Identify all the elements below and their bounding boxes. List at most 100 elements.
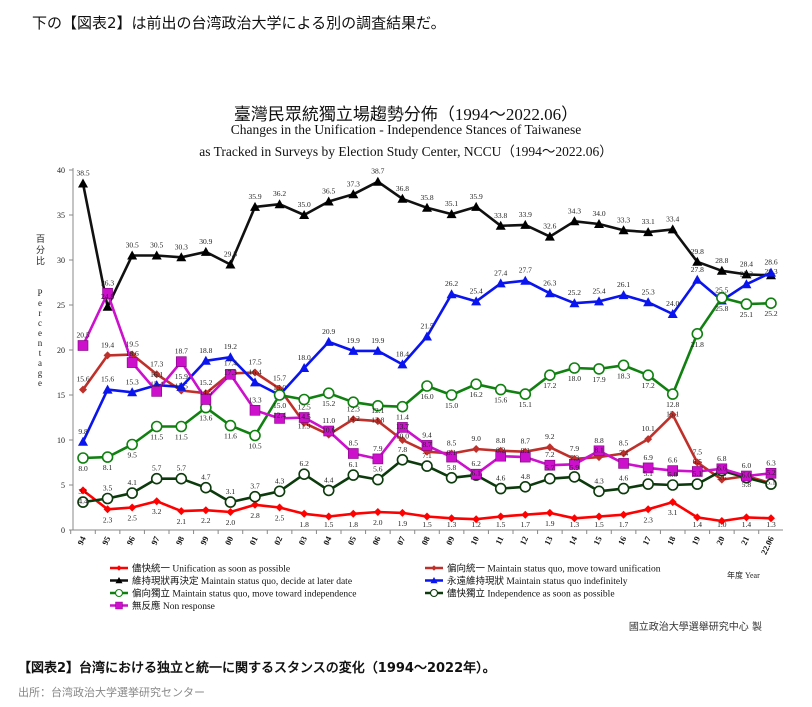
data-point — [78, 178, 88, 188]
x-tick-label: 20 — [714, 535, 727, 547]
data-label: 15.3 — [126, 377, 139, 386]
data-label: 5.7 — [152, 464, 162, 473]
x-tick-label: 17 — [640, 534, 653, 547]
y-tick-label: 15 — [57, 391, 65, 400]
x-tick-label: 96 — [124, 535, 137, 547]
data-point — [668, 498, 677, 507]
data-point — [519, 388, 532, 400]
data-point — [151, 386, 163, 397]
data-label: 27.7 — [519, 266, 532, 275]
data-label: 11.5 — [150, 433, 163, 442]
data-label: 16.4 — [248, 367, 261, 376]
data-label: 32.6 — [543, 222, 556, 231]
x-tick-label: 04 — [321, 534, 334, 547]
intro-text: 下の【図表2】は前出の台湾政治大学による別の調査結果だ。 — [32, 14, 446, 32]
data-label: 4.3 — [594, 476, 604, 485]
data-point — [545, 508, 554, 517]
legend-marker — [429, 588, 439, 598]
data-label: 24.0 — [666, 299, 679, 308]
data-point — [126, 487, 138, 499]
data-label: 18.0 — [298, 353, 311, 362]
data-label: 6.3 — [766, 458, 776, 467]
data-point — [225, 368, 236, 380]
data-point — [200, 481, 212, 494]
data-point — [668, 410, 677, 419]
data-label: 10.0 — [396, 431, 409, 440]
data-label: 2.5 — [275, 514, 285, 523]
data-point — [667, 465, 679, 476]
data-point — [103, 351, 112, 360]
data-label: 1.7 — [619, 520, 629, 529]
data-label: 2.1 — [177, 517, 187, 526]
data-point — [423, 512, 431, 521]
legend-label: 儘快統一 Unification as soon as possible — [132, 563, 290, 575]
data-point — [127, 250, 138, 260]
data-point — [323, 425, 335, 437]
data-label: 38.5 — [76, 169, 89, 178]
data-label: 34.3 — [568, 206, 581, 215]
data-point — [372, 453, 384, 465]
data-label: 16.2 — [470, 390, 483, 399]
data-label: 34.0 — [592, 209, 605, 218]
data-label: 10.6 — [322, 426, 335, 435]
data-point — [226, 508, 235, 516]
data-point — [300, 509, 309, 518]
data-point — [595, 512, 603, 521]
data-label: 15.0 — [273, 401, 286, 410]
x-tick-label: 08 — [419, 535, 432, 547]
x-tick-label: 07 — [395, 534, 408, 547]
data-point — [150, 420, 163, 433]
data-point — [175, 472, 188, 485]
data-label: 8.1 — [594, 445, 604, 454]
data-label: 2.0 — [373, 518, 383, 527]
data-point — [251, 500, 259, 509]
data-point — [471, 296, 482, 306]
data-label: 6.2 — [471, 459, 481, 468]
data-label: 6.1 — [471, 469, 481, 478]
data-point — [77, 452, 89, 464]
data-label: 18.7 — [175, 347, 188, 356]
data-label: 13.3 — [248, 395, 261, 404]
data-point — [494, 482, 507, 495]
data-point — [644, 505, 653, 514]
data-label: 1.3 — [447, 520, 457, 529]
data-point — [349, 415, 358, 424]
legend-label: 偏向獨立 Maintain status quo, move toward in… — [132, 588, 357, 600]
data-label: 5.8 — [447, 463, 457, 472]
data-label: 13.6 — [199, 414, 212, 423]
data-label: 36.2 — [273, 189, 286, 198]
x-tick-label: 19 — [689, 535, 702, 547]
data-label: 27.4 — [494, 268, 507, 277]
data-label: 4.7 — [201, 473, 211, 482]
x-tick-label: 95 — [100, 535, 113, 547]
data-point — [372, 399, 384, 412]
data-point — [717, 475, 726, 484]
data-point — [544, 288, 555, 298]
data-point — [102, 287, 113, 299]
data-label: 33.1 — [642, 217, 655, 226]
data-label: 5.7 — [177, 464, 187, 473]
data-point — [322, 484, 335, 497]
data-point — [102, 384, 113, 394]
data-point — [323, 196, 334, 206]
data-point — [445, 389, 458, 401]
data-label: 12.3 — [347, 404, 360, 413]
legend-label: 儘快獨立 Independence as soon as possible — [447, 588, 615, 600]
data-label: 8.7 — [422, 440, 432, 449]
data-point — [568, 362, 581, 374]
data-label: 28.3 — [764, 267, 777, 276]
data-label: 9.2 — [545, 432, 555, 441]
data-point — [691, 466, 703, 477]
data-point — [152, 370, 161, 379]
data-label: 38.7 — [371, 167, 384, 176]
data-point — [273, 389, 286, 401]
data-point — [692, 274, 703, 284]
data-point — [470, 378, 482, 391]
data-label: 28.6 — [764, 258, 777, 267]
data-point — [667, 309, 678, 318]
data-point — [176, 252, 187, 262]
data-label: 1.5 — [594, 520, 604, 529]
data-point — [347, 469, 360, 481]
data-point — [569, 216, 580, 226]
data-label: 15.2 — [199, 378, 212, 387]
